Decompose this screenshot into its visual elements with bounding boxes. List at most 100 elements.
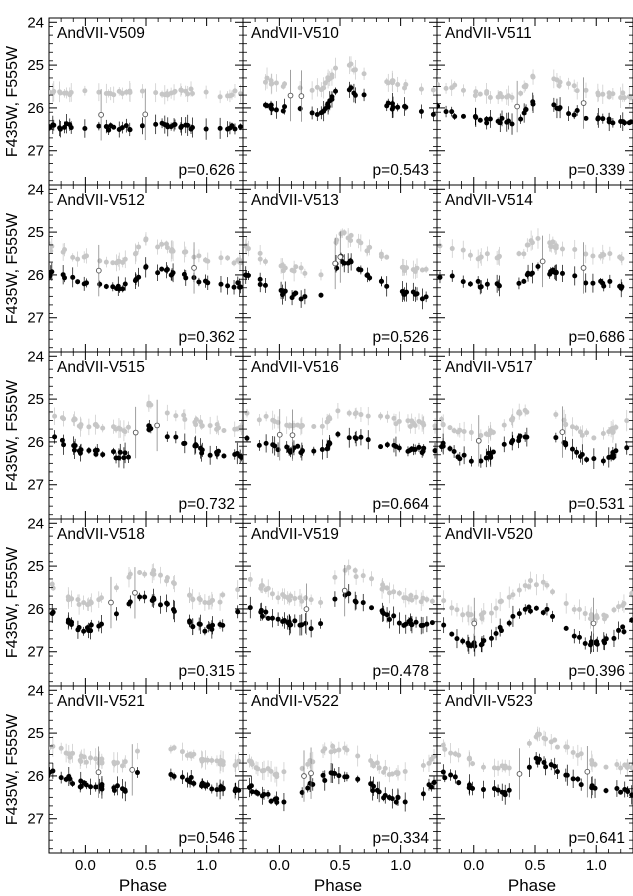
data-point — [566, 111, 572, 117]
data-point — [432, 448, 437, 454]
panel-AndVII-V514: AndVII-V514 p=0.686 — [436, 184, 633, 353]
data-point — [126, 574, 132, 580]
data-point — [327, 98, 333, 104]
data-point — [600, 251, 606, 257]
data-point — [50, 90, 56, 96]
data-point — [155, 270, 161, 276]
data-point — [328, 749, 334, 755]
data-point — [116, 88, 122, 94]
data-point — [332, 596, 338, 602]
data-point — [583, 251, 589, 257]
data-point — [448, 772, 454, 778]
data-point — [270, 442, 276, 448]
data-point — [582, 640, 588, 646]
data-point — [396, 620, 402, 626]
data-point — [190, 596, 196, 602]
data-point — [123, 123, 129, 129]
data-point — [588, 639, 594, 645]
data-point — [412, 447, 418, 453]
open-point — [154, 422, 160, 429]
data-point — [576, 634, 582, 640]
data-point — [232, 88, 238, 94]
data-point — [365, 413, 371, 419]
panel-period: p=0.362 — [179, 329, 235, 346]
data-point — [188, 774, 194, 780]
data-point — [171, 122, 177, 128]
data-point — [157, 572, 163, 578]
data-point — [311, 448, 317, 454]
data-point — [334, 265, 340, 271]
data-point — [384, 254, 390, 260]
data-point — [169, 246, 175, 252]
data-point — [127, 127, 133, 133]
data-point — [504, 119, 510, 125]
data-point — [58, 745, 64, 751]
data-point — [569, 424, 575, 430]
data-point — [280, 83, 286, 89]
data-point — [348, 85, 354, 91]
data-point — [535, 731, 541, 737]
axes-layer: Phase Phase Phase F435W, F555W F435W, F55… — [4, 45, 556, 895]
data-point — [237, 453, 243, 459]
data-points — [246, 741, 437, 812]
data-point — [309, 110, 315, 116]
data-point — [386, 590, 392, 596]
data-point — [291, 445, 297, 451]
data-point — [412, 422, 418, 428]
data-point — [269, 106, 275, 112]
data-point — [452, 774, 458, 780]
data-point — [96, 89, 102, 95]
data-point — [352, 435, 358, 441]
data-point — [600, 458, 606, 464]
data-point — [584, 457, 590, 463]
data-point — [360, 573, 366, 579]
data-point — [578, 751, 584, 757]
data-point — [429, 620, 435, 626]
data-point — [132, 278, 138, 284]
data-point — [356, 238, 362, 244]
data-point — [541, 760, 547, 766]
data-point — [420, 763, 426, 769]
data-point — [100, 425, 106, 431]
panel-period: p=0.546 — [179, 830, 235, 847]
data-point — [467, 252, 473, 258]
open-point — [95, 769, 102, 776]
data-point — [86, 601, 92, 607]
data-point — [342, 567, 348, 573]
panel-title: AndVII-V517 — [445, 359, 533, 376]
data-point — [256, 442, 262, 448]
panel-title: AndVII-V522 — [251, 693, 339, 710]
y-axis-label: F435W, F555W — [4, 212, 21, 324]
data-point — [624, 418, 630, 424]
data-point — [78, 778, 84, 784]
data-point — [570, 776, 576, 782]
data-point — [587, 616, 593, 622]
y-axis-label: F435W, F555W — [4, 45, 21, 157]
panel-AndVII-V521: 24 25 26 27 0.0 0.5 1.0 AndVII-V521 p=0.546 — [27, 682, 244, 874]
data-point — [207, 452, 213, 458]
data-point — [473, 89, 479, 95]
data-point — [202, 257, 208, 263]
panel-frame — [436, 518, 633, 687]
data-point — [521, 278, 527, 284]
data-point — [281, 769, 287, 775]
data-point — [209, 786, 215, 792]
data-point — [563, 625, 569, 631]
data-point — [570, 750, 576, 756]
y-tick-label: 26 — [27, 601, 44, 618]
data-point — [610, 452, 616, 458]
data-point — [440, 443, 446, 449]
data-point — [600, 91, 606, 97]
data-point — [431, 780, 437, 786]
data-point — [83, 782, 89, 788]
data-point — [420, 791, 426, 797]
data-point — [358, 412, 364, 418]
data-point — [550, 589, 556, 595]
data-point — [426, 782, 432, 788]
data-point — [229, 123, 235, 129]
panel-title: AndVII-V518 — [57, 526, 145, 543]
data-point — [361, 92, 367, 98]
data-point — [143, 237, 149, 243]
panel-AndVII-V520: AndVII-V520 p=0.396 — [436, 518, 633, 687]
data-point — [510, 415, 516, 421]
